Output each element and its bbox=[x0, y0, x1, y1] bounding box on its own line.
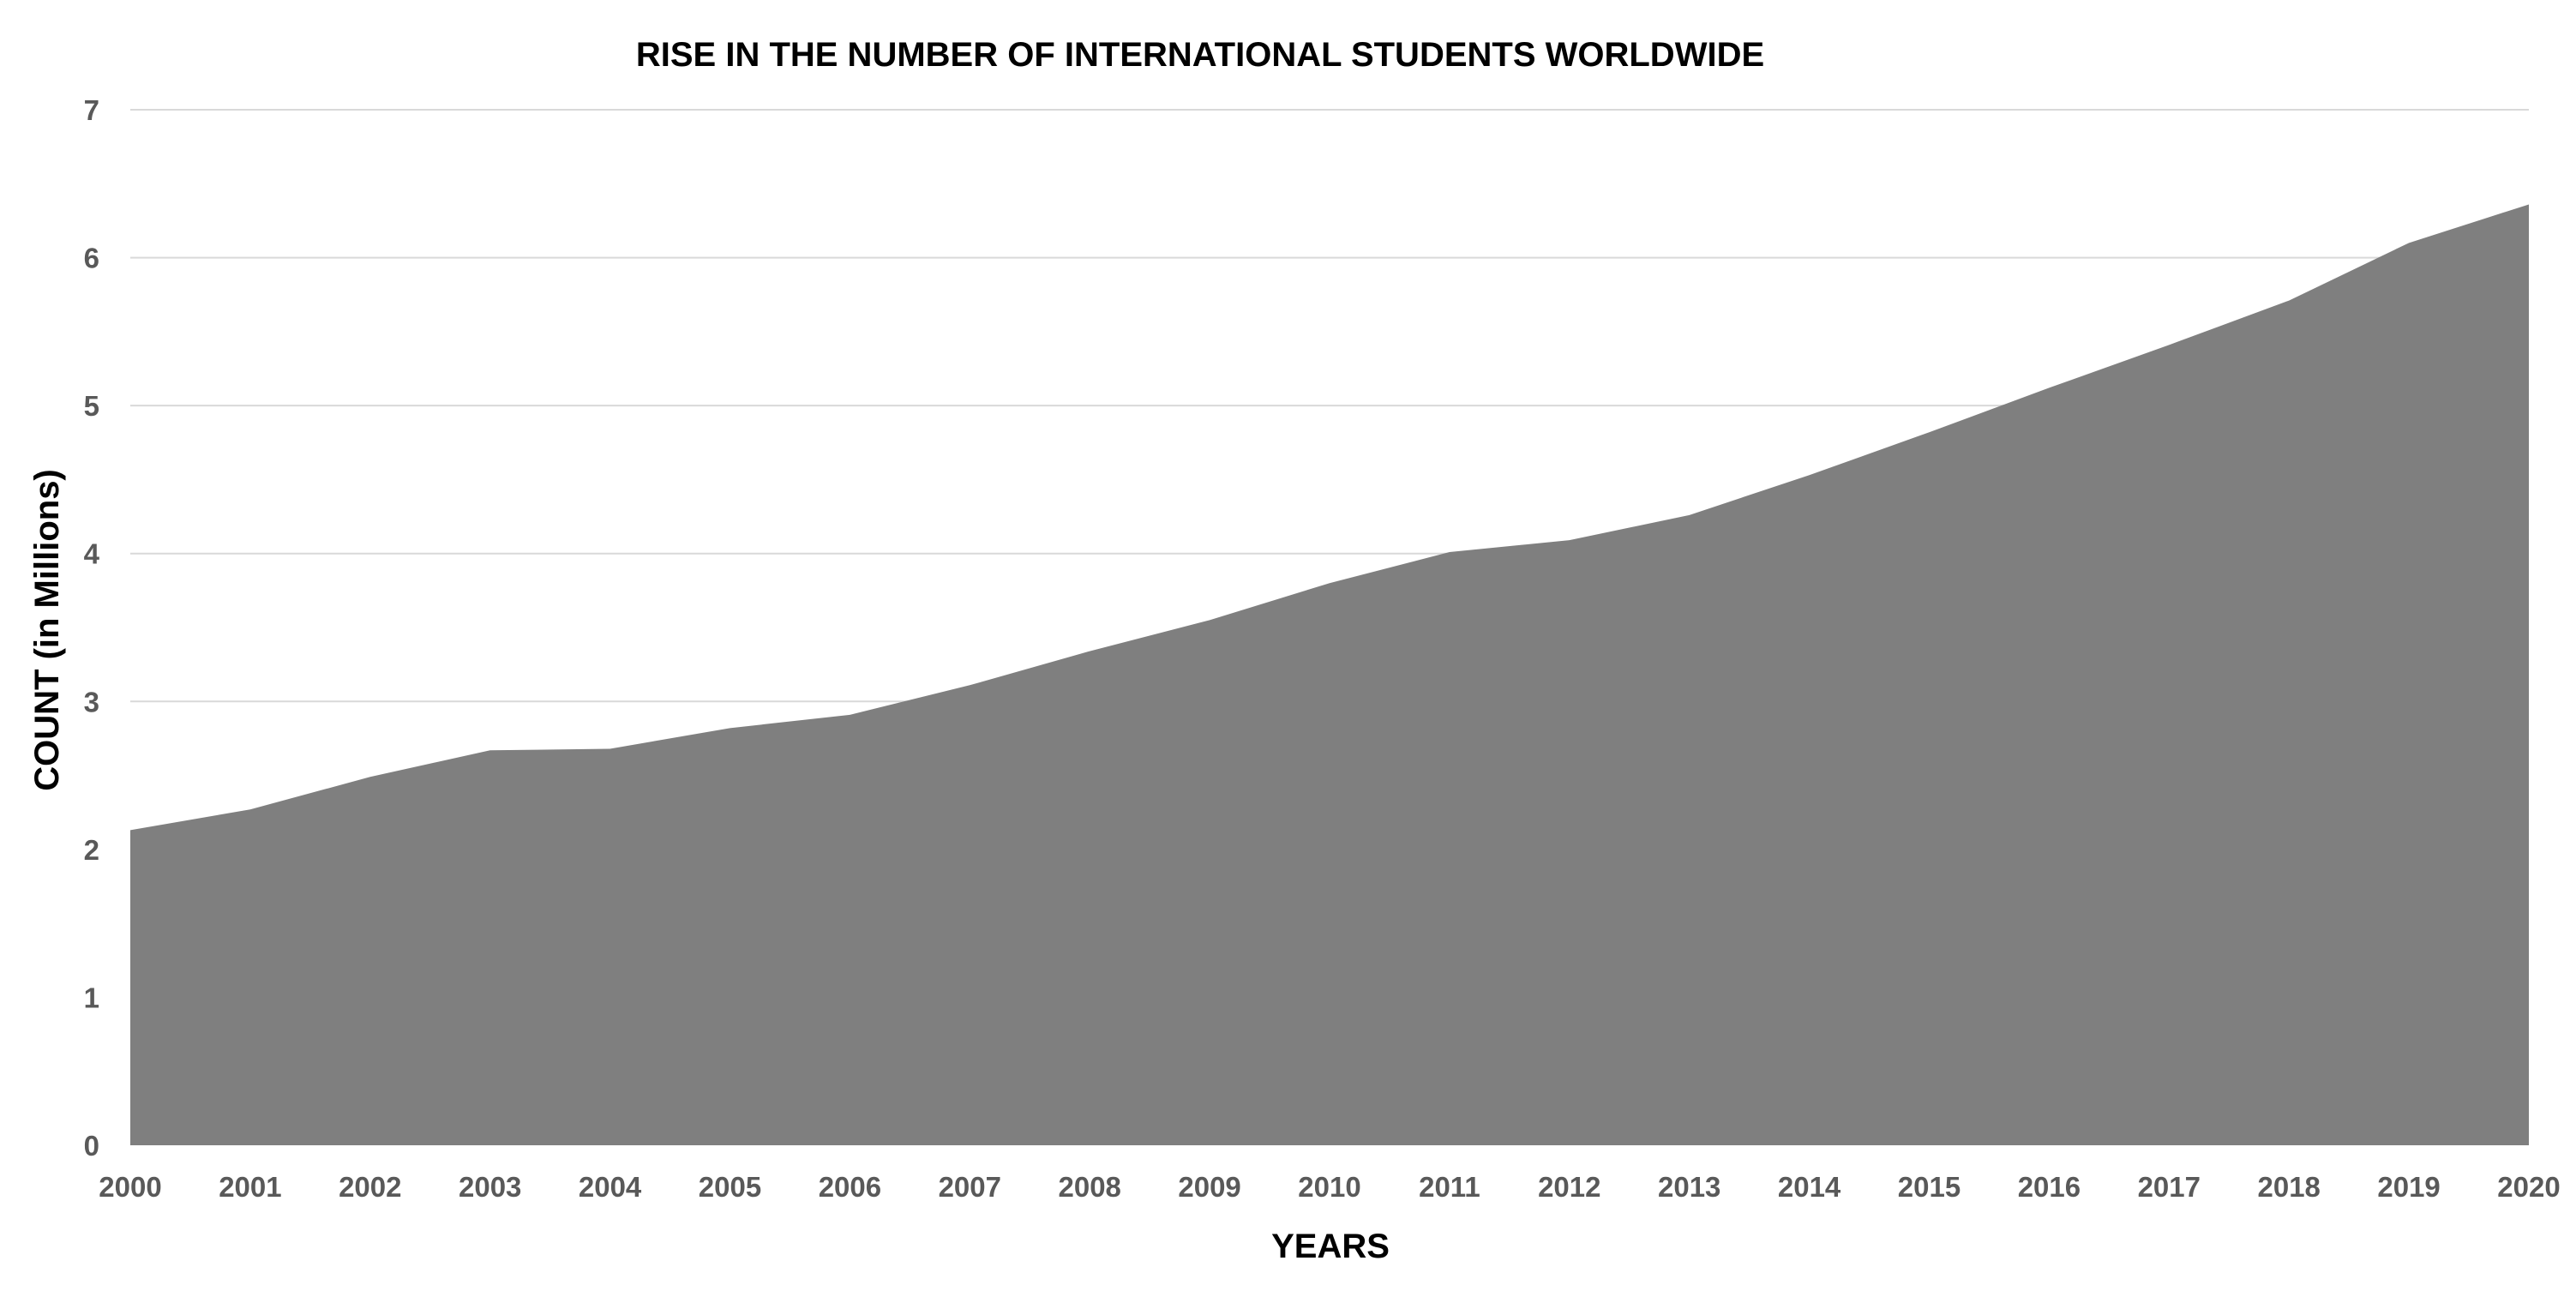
x-tick-label: 2011 bbox=[1419, 1171, 1480, 1203]
x-tick-label: 2019 bbox=[2377, 1171, 2440, 1203]
x-tick-label: 2008 bbox=[1058, 1171, 1120, 1203]
y-tick-label: 1 bbox=[84, 982, 99, 1013]
y-tick-label: 0 bbox=[84, 1130, 99, 1162]
x-tick-label: 2005 bbox=[699, 1171, 761, 1203]
y-tick-label: 6 bbox=[84, 243, 99, 274]
area-series-layer bbox=[130, 204, 2529, 1146]
x-tick-label: 2013 bbox=[1658, 1171, 1720, 1203]
x-tick-label: 2015 bbox=[1898, 1171, 1961, 1203]
x-tick-label: 2001 bbox=[219, 1171, 281, 1203]
x-tick-label: 2010 bbox=[1298, 1171, 1360, 1203]
x-tick-label: 2012 bbox=[1538, 1171, 1600, 1203]
y-axis-ticks: 0 1 2 3 4 5 6 7 bbox=[84, 94, 100, 1162]
y-tick-label: 4 bbox=[84, 538, 100, 570]
x-tick-label: 2017 bbox=[2138, 1171, 2201, 1203]
x-tick-label: 2003 bbox=[459, 1171, 521, 1203]
x-tick-label: 2006 bbox=[819, 1171, 881, 1203]
x-tick-label: 2018 bbox=[2257, 1171, 2320, 1203]
y-tick-label: 2 bbox=[84, 834, 99, 866]
x-tick-label: 2009 bbox=[1178, 1171, 1240, 1203]
y-tick-label: 5 bbox=[84, 390, 99, 422]
x-tick-label: 2007 bbox=[939, 1171, 1001, 1203]
x-tick-label: 2020 bbox=[2497, 1171, 2560, 1203]
x-tick-label: 2016 bbox=[2018, 1171, 2081, 1203]
x-axis-ticks: 2000 2001 2002 2003 2004 2005 2006 2007 2008 2009… bbox=[99, 1171, 2560, 1203]
y-tick-label: 3 bbox=[84, 686, 99, 718]
x-tick-label: 2000 bbox=[99, 1171, 161, 1203]
y-tick-label: 7 bbox=[84, 94, 99, 126]
chart-title: RISE IN THE NUMBER OF INTERNATIONAL STUD… bbox=[636, 36, 1764, 74]
area-series-0 bbox=[130, 204, 2529, 1146]
x-tick-label: 2002 bbox=[339, 1171, 401, 1203]
y-axis-title: COUNT (in Millions) bbox=[28, 469, 66, 791]
x-tick-label: 2004 bbox=[579, 1171, 642, 1203]
x-tick-label: 2014 bbox=[1778, 1171, 1841, 1203]
x-axis-title: YEARS bbox=[1271, 1228, 1390, 1265]
